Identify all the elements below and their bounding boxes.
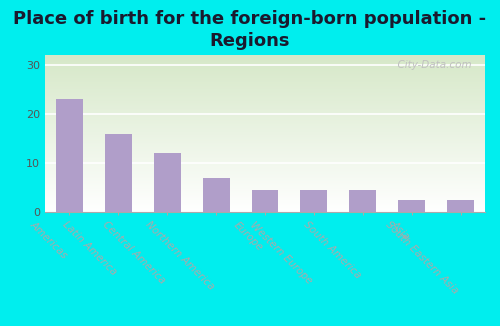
Bar [105,134,132,212]
Bar [350,190,376,212]
Bar [447,200,474,212]
Bar [202,178,230,212]
Bar [300,190,328,212]
Text: Place of birth for the foreign-born population -
Regions: Place of birth for the foreign-born popu… [14,10,486,50]
Text: City-Data.com: City-Data.com [391,60,472,70]
Bar [154,153,180,212]
Bar [398,200,425,212]
Bar [252,190,278,212]
Bar [56,99,83,212]
